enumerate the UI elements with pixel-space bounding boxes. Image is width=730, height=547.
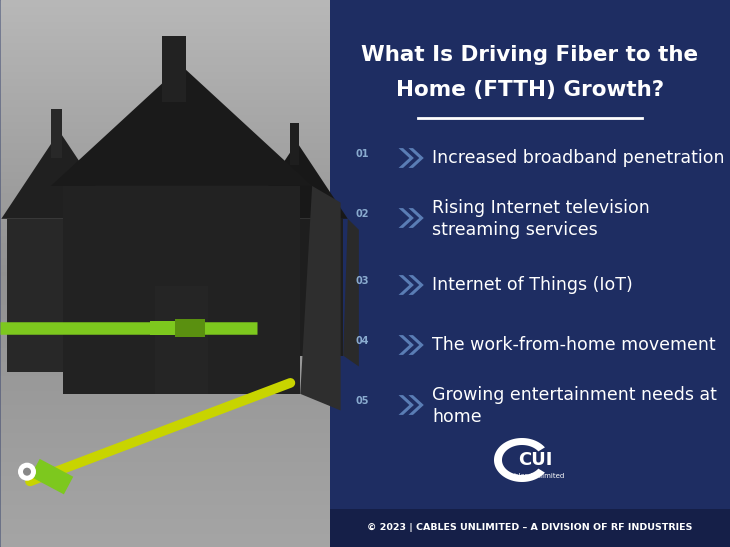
Text: Increased broadband penetration: Increased broadband penetration	[432, 149, 724, 167]
Polygon shape	[399, 275, 414, 295]
Polygon shape	[343, 219, 359, 366]
Polygon shape	[399, 148, 414, 168]
Bar	[31, 459, 73, 494]
Polygon shape	[409, 275, 424, 295]
Polygon shape	[409, 148, 424, 168]
Bar	[290, 123, 299, 165]
Text: 02: 02	[356, 209, 369, 219]
Bar	[330, 509, 730, 547]
Text: What Is Driving Fiber to the: What Is Driving Fiber to the	[361, 45, 699, 65]
Bar	[163, 36, 186, 102]
Text: 01: 01	[356, 149, 369, 159]
Bar	[174, 319, 204, 337]
Polygon shape	[409, 208, 424, 228]
Polygon shape	[1, 131, 118, 219]
Text: © 2023 | CABLES UNLIMITED – A DIVISION OF RF INDUSTRIES: © 2023 | CABLES UNLIMITED – A DIVISION O…	[367, 523, 693, 532]
Text: 04: 04	[356, 336, 369, 346]
Text: Home (FTTH) Growth?: Home (FTTH) Growth?	[396, 80, 664, 100]
Text: 03: 03	[356, 276, 369, 286]
Polygon shape	[399, 208, 414, 228]
Text: The work-from-home movement: The work-from-home movement	[432, 336, 715, 354]
Text: streaming services: streaming services	[432, 221, 598, 239]
Polygon shape	[399, 335, 414, 355]
Polygon shape	[300, 186, 341, 410]
Bar	[330, 0, 730, 547]
Bar	[251, 219, 343, 356]
Circle shape	[23, 468, 31, 476]
Text: Cables Unlimited: Cables Unlimited	[505, 473, 564, 479]
Polygon shape	[399, 395, 414, 415]
Bar	[155, 286, 207, 394]
Polygon shape	[409, 395, 424, 415]
Text: CUI: CUI	[518, 451, 552, 469]
Polygon shape	[409, 335, 424, 355]
Polygon shape	[494, 438, 545, 482]
Circle shape	[18, 463, 36, 481]
Polygon shape	[112, 219, 130, 384]
Text: Rising Internet television: Rising Internet television	[432, 199, 650, 217]
Text: Growing entertainment needs at: Growing entertainment needs at	[432, 386, 717, 404]
Bar	[51, 109, 61, 158]
Text: Internet of Things (IoT): Internet of Things (IoT)	[432, 276, 633, 294]
Bar	[150, 321, 174, 335]
Text: home: home	[432, 408, 482, 426]
Bar	[63, 186, 300, 394]
Bar	[7, 219, 112, 372]
Polygon shape	[51, 66, 312, 186]
Text: 05: 05	[356, 396, 369, 406]
Polygon shape	[246, 142, 347, 219]
